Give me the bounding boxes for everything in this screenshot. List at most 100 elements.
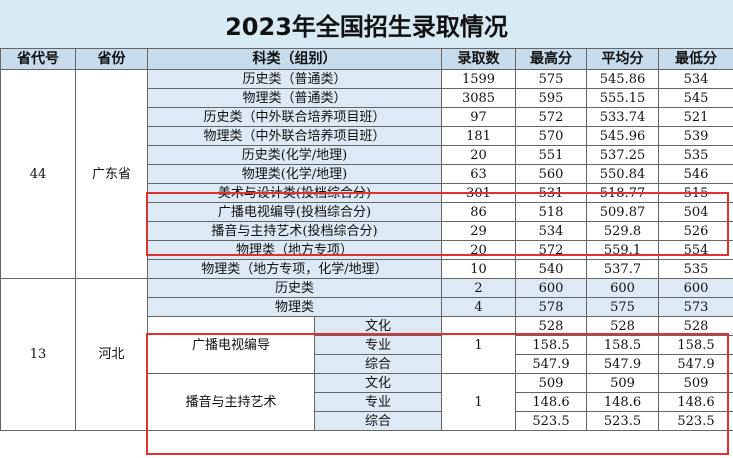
min-cell: 521 bbox=[658, 107, 733, 127]
count-cell: 1 bbox=[441, 316, 516, 374]
header-category: 科类（组别） bbox=[147, 48, 442, 70]
min-cell: 509 bbox=[658, 373, 733, 393]
count-cell: 10 bbox=[441, 259, 516, 279]
max-cell: 572 bbox=[515, 107, 587, 127]
count-cell: 86 bbox=[441, 202, 516, 222]
min-cell: 534 bbox=[658, 69, 733, 89]
avg-cell: 533.74 bbox=[586, 107, 659, 127]
category-cell: 美术与设计类(投档综合分) bbox=[147, 183, 442, 203]
sub-category-cell: 综合 bbox=[314, 411, 442, 431]
avg-cell: 523.5 bbox=[586, 411, 659, 431]
header-count: 录取数 bbox=[441, 48, 516, 70]
header-min: 最低分 bbox=[658, 48, 733, 70]
sub-category-cell: 文化 bbox=[314, 316, 442, 336]
min-cell: 535 bbox=[658, 259, 733, 279]
table-row: 综合 523.5 523.5 523.5 bbox=[1, 411, 733, 431]
category-cell: 历史类（普通类） bbox=[147, 69, 442, 89]
avg-cell: 148.6 bbox=[586, 392, 659, 412]
category-cell: 物理类（地方专项，化学/地理） bbox=[147, 259, 442, 279]
max-cell: 540 bbox=[515, 259, 587, 279]
category-cell: 物理类（中外联合培养项目班） bbox=[147, 126, 442, 146]
count-cell: 20 bbox=[441, 240, 516, 260]
category-cell: 物理类（普通类） bbox=[147, 88, 442, 108]
max-cell: 148.6 bbox=[515, 392, 587, 412]
avg-cell: 509 bbox=[586, 373, 659, 393]
province-code: 13 bbox=[0, 278, 76, 431]
avg-cell: 528 bbox=[586, 316, 659, 336]
max-cell: 531 bbox=[515, 183, 587, 203]
max-cell: 570 bbox=[515, 126, 587, 146]
avg-cell: 555.15 bbox=[586, 88, 659, 108]
avg-cell: 559.1 bbox=[586, 240, 659, 260]
page-title: 2023年全国招生录取情况 bbox=[0, 0, 733, 48]
min-cell: 554 bbox=[658, 240, 733, 260]
avg-cell: 545.86 bbox=[586, 69, 659, 89]
max-cell: 518 bbox=[515, 202, 587, 222]
min-cell: 546 bbox=[658, 164, 733, 184]
min-cell: 523.5 bbox=[658, 411, 733, 431]
max-cell: 572 bbox=[515, 240, 587, 260]
avg-cell: 518.77 bbox=[586, 183, 659, 203]
avg-cell: 575 bbox=[586, 297, 659, 317]
min-cell: 158.5 bbox=[658, 335, 733, 355]
max-cell: 560 bbox=[515, 164, 587, 184]
count-cell: 1 bbox=[441, 373, 516, 431]
count-cell: 181 bbox=[441, 126, 516, 146]
category-cell: 历史类 bbox=[147, 278, 442, 298]
max-cell: 547.9 bbox=[515, 354, 587, 374]
sub-category-cell: 综合 bbox=[314, 354, 442, 374]
header-avg: 平均分 bbox=[586, 48, 659, 70]
min-cell: 528 bbox=[658, 316, 733, 336]
table-row: 专业 158.5 158.5 158.5 bbox=[1, 335, 733, 355]
admission-table: 省代号 省份 科类（组别） 录取数 最高分 平均分 最低分 44 广东省 历史类（普… bbox=[0, 48, 733, 431]
count-cell: 2 bbox=[441, 278, 516, 298]
avg-cell: 537.25 bbox=[586, 145, 659, 165]
table-row: 播音与主持艺术 文化 1 509 509 509 bbox=[1, 373, 733, 431]
count-cell: 3085 bbox=[441, 88, 516, 108]
avg-cell: 537.7 bbox=[586, 259, 659, 279]
max-cell: 534 bbox=[515, 221, 587, 241]
table-row: 播音与主持艺术(投档综合分) 29 534 529.8 526 bbox=[1, 221, 733, 241]
province-name: 河北 bbox=[75, 278, 148, 431]
count-cell: 4 bbox=[441, 297, 516, 317]
sub-category-cell: 专业 bbox=[314, 392, 442, 412]
province-name: 广东省 bbox=[75, 69, 148, 279]
guangdong-group: 44 广东省 历史类（普通类） 1599 575 545.86 534 物理类（普通类） 308… bbox=[0, 69, 733, 279]
category-cell: 播音与主持艺术(投档综合分) bbox=[147, 221, 442, 241]
min-cell: 504 bbox=[658, 202, 733, 222]
min-cell: 573 bbox=[658, 297, 733, 317]
category-cell: 物理类(化学/地理) bbox=[147, 164, 442, 184]
avg-cell: 547.9 bbox=[586, 354, 659, 374]
table-row: 物理类（中外联合培养项目班） 181 570 545.96 539 bbox=[1, 126, 733, 146]
count-cell: 20 bbox=[441, 145, 516, 165]
min-cell: 545 bbox=[658, 88, 733, 108]
header-row: 省代号 省份 科类（组别） 录取数 最高分 平均分 最低分 bbox=[0, 48, 733, 70]
table-row: 物理类（普通类） 3085 595 555.15 545 bbox=[1, 88, 733, 108]
max-cell: 578 bbox=[515, 297, 587, 317]
avg-cell: 509.87 bbox=[586, 202, 659, 222]
count-cell: 1599 bbox=[441, 69, 516, 89]
table-row: 历史类(化学/地理) 20 551 537.25 535 bbox=[1, 145, 733, 165]
min-cell: 539 bbox=[658, 126, 733, 146]
avg-cell: 158.5 bbox=[586, 335, 659, 355]
sub-category-cell: 文化 bbox=[314, 373, 442, 393]
category-cell: 物理类（地方专项） bbox=[147, 240, 442, 260]
min-cell: 535 bbox=[658, 145, 733, 165]
min-cell: 526 bbox=[658, 221, 733, 241]
max-cell: 528 bbox=[515, 316, 587, 336]
min-cell: 547.9 bbox=[658, 354, 733, 374]
min-cell: 148.6 bbox=[658, 392, 733, 412]
avg-cell: 529.8 bbox=[586, 221, 659, 241]
max-cell: 595 bbox=[515, 88, 587, 108]
art-category-cell: 播音与主持艺术 bbox=[147, 373, 315, 431]
min-cell: 515 bbox=[658, 183, 733, 203]
avg-cell: 545.96 bbox=[586, 126, 659, 146]
header-code: 省代号 bbox=[0, 48, 76, 70]
count-cell: 63 bbox=[441, 164, 516, 184]
table-row: 44 广东省 历史类（普通类） 1599 575 545.86 534 bbox=[0, 69, 733, 279]
category-cell: 历史类(化学/地理) bbox=[147, 145, 442, 165]
table-row: 广播电视编导 文化 1 528 528 528 bbox=[1, 316, 733, 374]
max-cell: 509 bbox=[515, 373, 587, 393]
category-cell: 广播电视编导(投档综合分) bbox=[147, 202, 442, 222]
province-code: 44 bbox=[0, 69, 76, 279]
